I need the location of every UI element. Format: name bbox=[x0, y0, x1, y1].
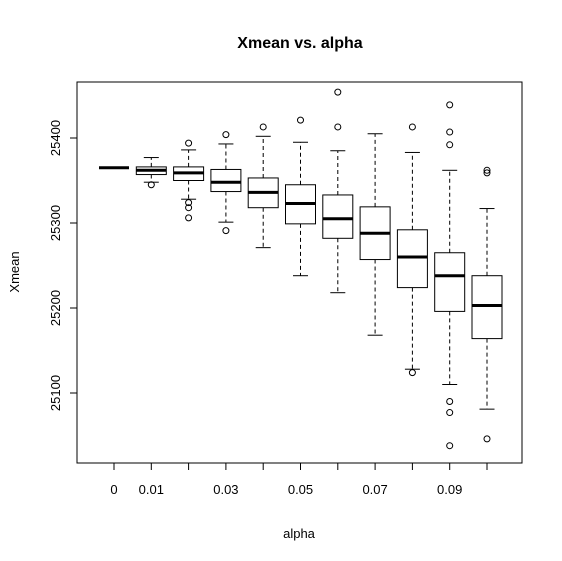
x-tick-label: 0.09 bbox=[437, 482, 462, 497]
outlier-point bbox=[185, 214, 193, 222]
outlier-point bbox=[297, 116, 304, 124]
box-0.1 bbox=[471, 166, 503, 443]
y-tick-label: 25400 bbox=[48, 120, 63, 156]
x-tick-label: 0 bbox=[110, 482, 117, 497]
box-0.07 bbox=[359, 133, 391, 336]
outlier-point bbox=[446, 409, 454, 417]
box-0.01 bbox=[135, 157, 167, 189]
x-tick-label: 0.05 bbox=[288, 482, 313, 497]
outlier-point bbox=[259, 123, 267, 131]
box-0.04 bbox=[247, 123, 279, 249]
box-0.02 bbox=[173, 139, 205, 222]
iqr-box bbox=[210, 168, 242, 193]
y-tick-label: 25100 bbox=[48, 375, 63, 411]
boxes-group bbox=[99, 88, 503, 450]
outlier-point bbox=[446, 141, 454, 149]
outlier-point bbox=[222, 131, 230, 139]
y-axis-label: Xmean bbox=[7, 251, 22, 292]
iqr-box bbox=[396, 229, 428, 289]
y-tick-label: 25300 bbox=[48, 205, 63, 241]
box-0.03 bbox=[210, 131, 242, 235]
outlier-point bbox=[446, 128, 454, 136]
outlier-point bbox=[222, 227, 230, 235]
outlier-point bbox=[147, 181, 155, 189]
outlier-point bbox=[483, 169, 491, 177]
outlier-point bbox=[446, 101, 454, 109]
iqr-box bbox=[434, 252, 466, 312]
y-tick-label: 25200 bbox=[48, 290, 63, 326]
outlier-point bbox=[185, 199, 193, 207]
x-tick-label: 0.07 bbox=[362, 482, 387, 497]
iqr-box bbox=[471, 275, 503, 340]
outlier-point bbox=[483, 435, 491, 443]
box-0.08 bbox=[396, 123, 428, 377]
outlier-point bbox=[483, 166, 491, 174]
y-axis: 25100 25200 25300 25400 bbox=[48, 120, 78, 411]
outlier-point bbox=[185, 204, 193, 212]
outlier-point bbox=[408, 123, 416, 131]
x-tick-label: 0.03 bbox=[213, 482, 238, 497]
outlier-point bbox=[446, 398, 454, 405]
box-0.05 bbox=[285, 116, 316, 277]
box-0.06 bbox=[322, 88, 354, 294]
chart-title: Xmean vs. alpha bbox=[237, 35, 362, 52]
x-axis: 0 0.01 0.03 0.05 0.07 0.09 bbox=[110, 462, 488, 497]
x-axis-label: alpha bbox=[283, 526, 316, 541]
outlier-point bbox=[334, 123, 342, 131]
x-tick-label: 0.01 bbox=[139, 482, 164, 497]
outlier-point bbox=[408, 369, 416, 377]
box-0.09 bbox=[434, 101, 466, 450]
outlier-point bbox=[446, 442, 454, 450]
outlier-point bbox=[334, 88, 342, 96]
iqr-box bbox=[322, 194, 354, 239]
outlier-point bbox=[185, 139, 193, 147]
